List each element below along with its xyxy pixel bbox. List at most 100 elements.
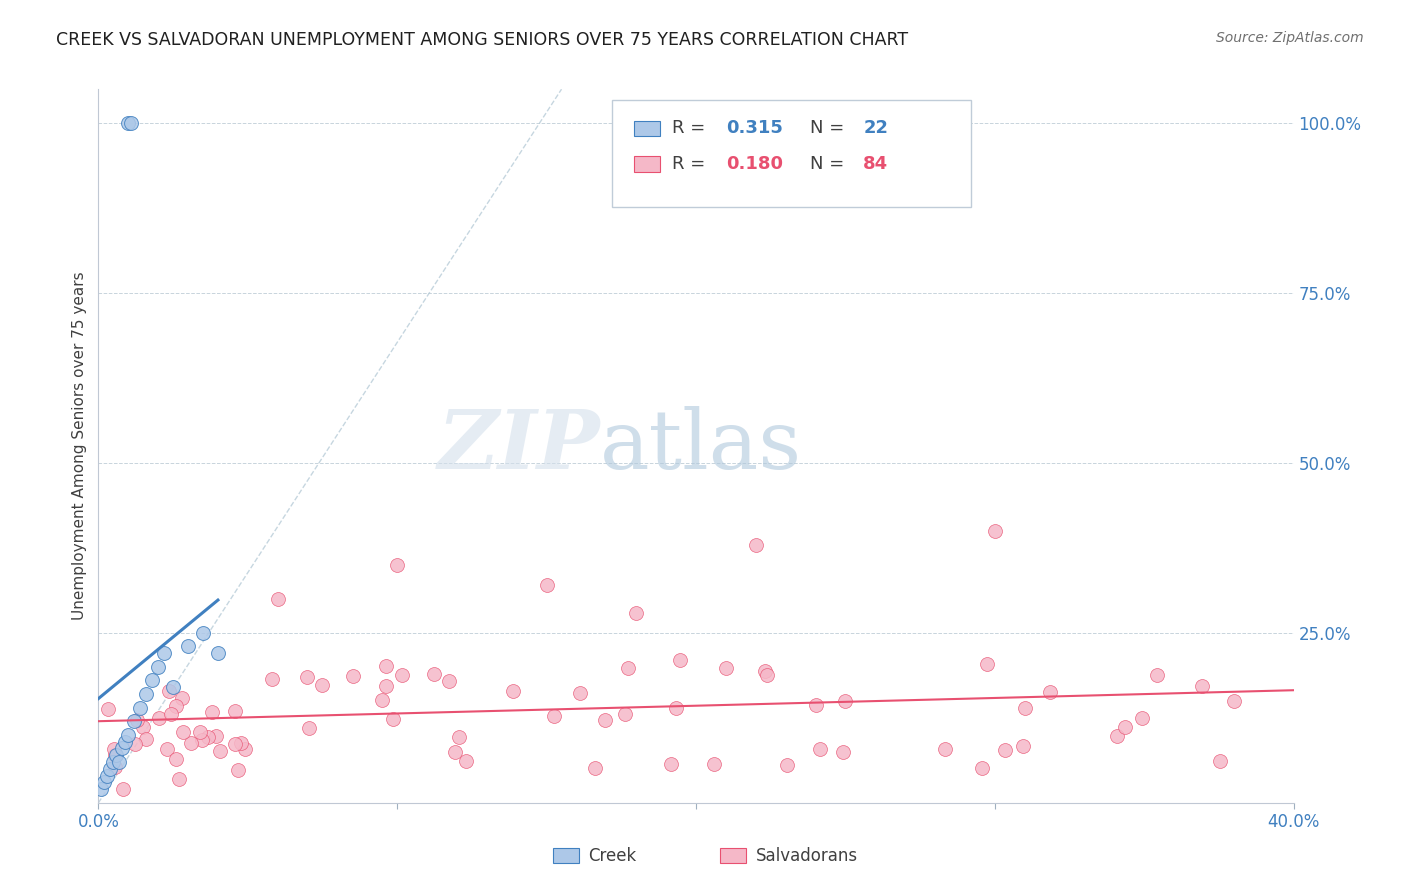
Point	[90, 782, 112, 797]
Point	[108, 755, 131, 769]
Point	[1191, 679, 1213, 693]
Point	[972, 761, 994, 775]
Point	[207, 646, 229, 660]
Point	[93, 775, 115, 789]
Point	[808, 742, 831, 756]
Text: 84: 84	[863, 155, 889, 173]
Text: R =: R =	[672, 155, 711, 173]
Point	[157, 683, 180, 698]
Point	[165, 698, 187, 713]
Point	[613, 706, 636, 721]
Point	[834, 694, 856, 708]
Point	[233, 742, 256, 756]
Point	[665, 701, 688, 715]
Point	[135, 687, 157, 701]
Point	[141, 673, 163, 688]
Point	[311, 678, 333, 692]
Point	[170, 691, 193, 706]
Point	[391, 668, 413, 682]
Text: CREEK VS SALVADORAN UNEMPLOYMENT AMONG SENIORS OVER 75 YEARS CORRELATION CHART: CREEK VS SALVADORAN UNEMPLOYMENT AMONG S…	[56, 31, 908, 49]
Point	[103, 742, 125, 756]
Point	[165, 752, 187, 766]
Point	[994, 743, 1017, 757]
Point	[1011, 739, 1033, 753]
Point	[112, 782, 135, 797]
Point	[117, 116, 139, 130]
Point	[375, 659, 398, 673]
Point	[114, 734, 136, 748]
Point	[669, 653, 692, 667]
Point	[1114, 720, 1136, 734]
FancyBboxPatch shape	[613, 100, 972, 207]
Text: 22: 22	[863, 120, 889, 137]
Point	[593, 713, 616, 727]
Point	[132, 720, 155, 734]
Point	[1105, 729, 1128, 743]
Point	[148, 660, 170, 674]
Point	[1146, 668, 1168, 682]
Point	[756, 668, 779, 682]
FancyBboxPatch shape	[553, 847, 579, 863]
Text: atlas: atlas	[600, 406, 803, 486]
Text: Creek: Creek	[589, 847, 637, 865]
Point	[97, 701, 120, 715]
Point	[188, 725, 211, 739]
Point	[776, 757, 799, 772]
Point	[96, 769, 118, 783]
Point	[659, 757, 682, 772]
Point	[754, 664, 776, 678]
Point	[104, 760, 127, 774]
Point	[543, 708, 565, 723]
Point	[714, 660, 737, 674]
Point	[226, 763, 249, 777]
Point	[934, 742, 956, 756]
Point	[103, 755, 125, 769]
Point	[162, 680, 184, 694]
Point	[191, 626, 214, 640]
Text: ZIP: ZIP	[437, 406, 600, 486]
Point	[375, 679, 398, 693]
Point	[832, 745, 855, 759]
Point	[371, 692, 394, 706]
Text: Source: ZipAtlas.com: Source: ZipAtlas.com	[1216, 31, 1364, 45]
FancyBboxPatch shape	[720, 847, 747, 863]
Point	[569, 686, 592, 700]
Point	[444, 745, 467, 759]
Point	[117, 728, 139, 742]
Point	[260, 672, 283, 686]
Point	[160, 706, 183, 721]
Point	[806, 698, 828, 713]
Point	[1209, 755, 1232, 769]
Point	[1223, 694, 1246, 708]
Point	[626, 606, 648, 620]
Point	[104, 747, 127, 762]
Text: R =: R =	[672, 120, 711, 137]
Point	[127, 713, 149, 727]
FancyBboxPatch shape	[634, 156, 661, 172]
Point	[191, 733, 214, 747]
Point	[449, 730, 471, 744]
Point	[342, 669, 364, 683]
Point	[197, 731, 219, 745]
Text: N =: N =	[810, 120, 849, 137]
Point	[201, 705, 224, 719]
Point	[98, 762, 122, 776]
Point	[172, 725, 194, 739]
Point	[298, 721, 321, 735]
Point	[976, 657, 998, 671]
Text: 0.180: 0.180	[725, 155, 783, 173]
Text: N =: N =	[810, 155, 849, 173]
Point	[422, 667, 444, 681]
Point	[229, 736, 252, 750]
Point	[703, 756, 725, 771]
Point	[153, 646, 176, 660]
Point	[111, 741, 134, 756]
Y-axis label: Unemployment Among Seniors over 75 years: Unemployment Among Seniors over 75 years	[72, 272, 87, 620]
Point	[536, 578, 558, 592]
Point	[156, 741, 179, 756]
Point	[1039, 685, 1062, 699]
Point	[1130, 711, 1153, 725]
Text: Salvadorans: Salvadorans	[756, 847, 858, 865]
Point	[129, 700, 152, 714]
Point	[135, 732, 157, 747]
